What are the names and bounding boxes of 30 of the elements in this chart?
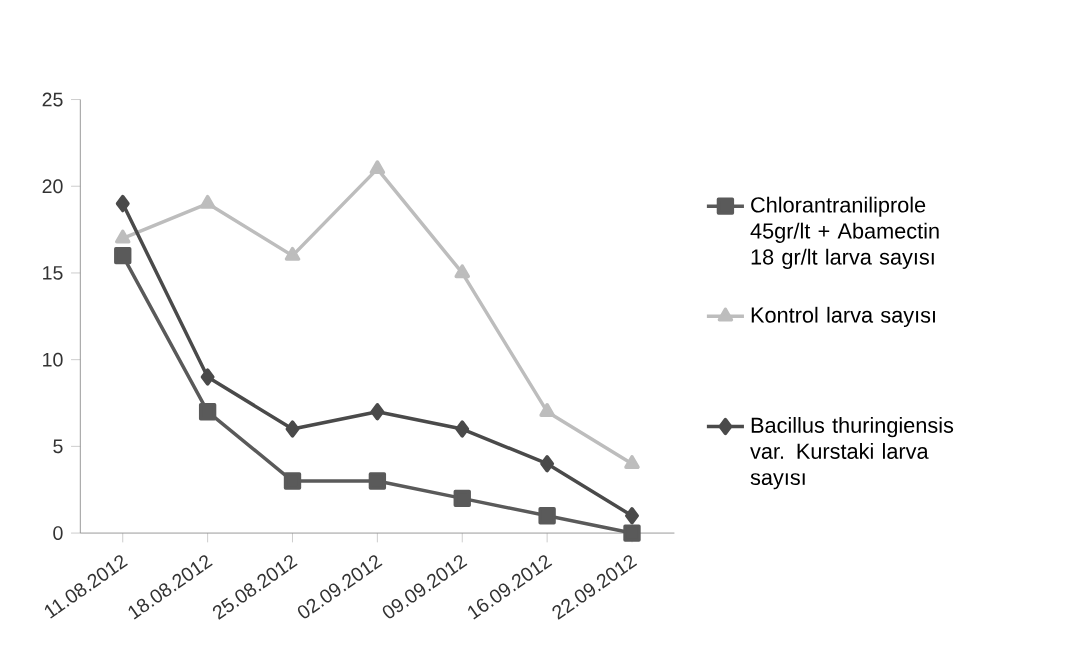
- point: [114, 246, 132, 265]
- point: [199, 194, 216, 209]
- y-tick-label: 0: [53, 526, 63, 541]
- point: [624, 455, 640, 469]
- point: [539, 403, 555, 417]
- point: [453, 489, 471, 508]
- point: [198, 403, 217, 421]
- legend-label: Bacillus thuringiensis var. Kurstaki larva sayısı: [750, 417, 954, 490]
- legend-label: Kontrol larva sayısı: [751, 306, 935, 328]
- legend-label: Chlorantraniliprole 45gr/lt + Abamectin 18 gr/lt larva sayısı: [750, 196, 939, 269]
- point: [284, 246, 301, 261]
- point: [538, 507, 556, 525]
- y-tick-label: 10: [43, 352, 63, 367]
- point: [454, 264, 471, 279]
- y-tick-label: 5: [53, 439, 63, 454]
- point: [285, 420, 300, 438]
- y-tick-label: 15: [43, 266, 63, 280]
- point: [370, 403, 385, 421]
- point: [623, 524, 641, 542]
- point: [625, 507, 639, 525]
- y-tick-label: 20: [42, 179, 63, 194]
- point: [455, 420, 470, 438]
- point: [283, 472, 302, 490]
- point: [114, 229, 131, 244]
- point: [115, 194, 130, 213]
- point: [540, 455, 555, 473]
- point: [369, 160, 386, 175]
- point: [200, 368, 215, 386]
- y-tick-label: 25: [42, 92, 63, 107]
- point: [368, 472, 387, 490]
